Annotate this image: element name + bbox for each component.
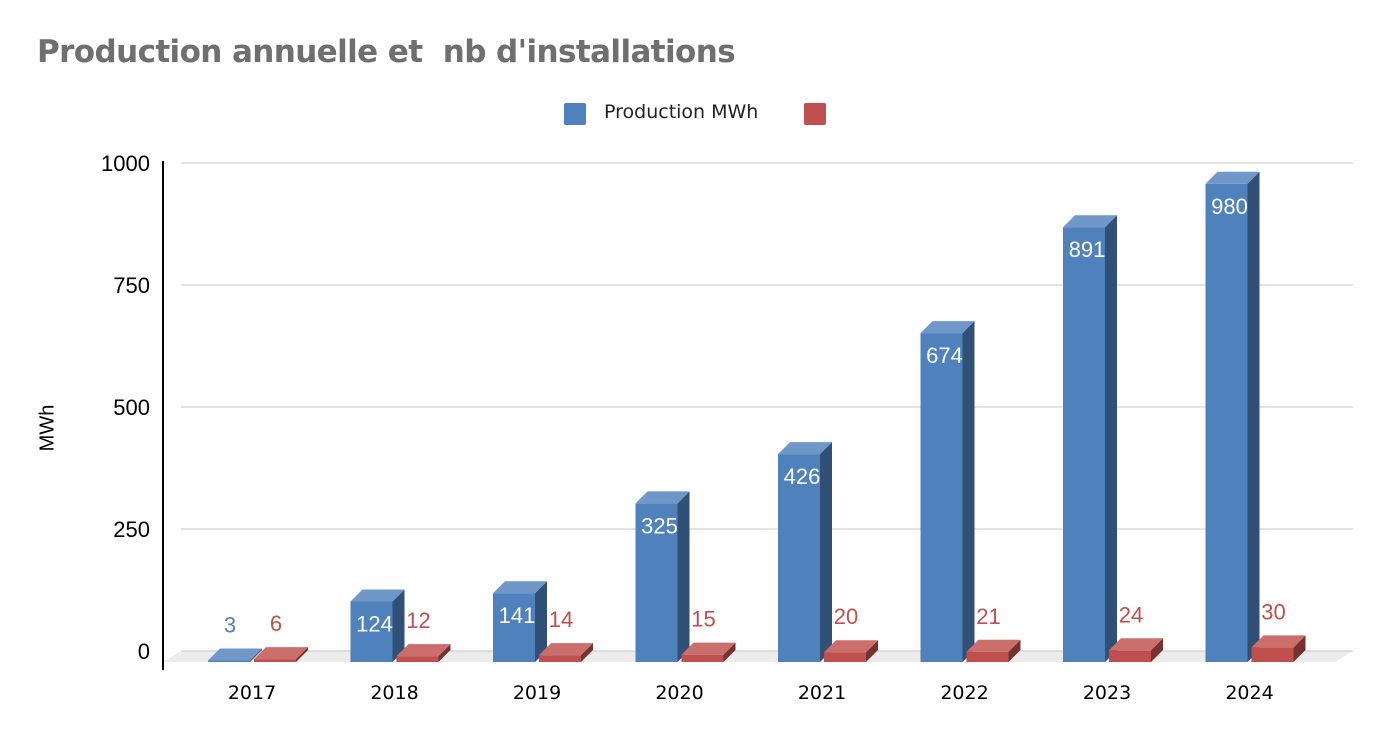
bar-production bbox=[1205, 183, 1248, 662]
data-label-series-2: 21 bbox=[976, 604, 1000, 629]
bar-top bbox=[208, 648, 262, 661]
data-label-series-2: 6 bbox=[270, 611, 282, 636]
bar-production bbox=[778, 454, 820, 662]
bar-production bbox=[920, 333, 963, 662]
bar-side bbox=[962, 321, 975, 662]
bar-top bbox=[350, 589, 405, 602]
y-tick-label: 1000 bbox=[101, 151, 150, 176]
bar-side bbox=[1247, 171, 1260, 662]
bar-production bbox=[350, 601, 393, 662]
bar-top bbox=[778, 442, 832, 455]
bar-side bbox=[250, 648, 262, 662]
bar-side bbox=[677, 491, 690, 662]
bar-side bbox=[535, 581, 547, 662]
data-label-series-2: 20 bbox=[834, 604, 858, 629]
bar-side bbox=[1151, 638, 1163, 662]
x-tick-label: 2019 bbox=[513, 682, 561, 704]
bar-series-2 bbox=[1109, 650, 1151, 662]
data-label-production: 891 bbox=[1069, 237, 1106, 262]
bar-side bbox=[438, 644, 451, 662]
bar-side bbox=[581, 643, 593, 662]
chart-floor bbox=[163, 651, 1353, 662]
bar-series-2 bbox=[254, 659, 296, 662]
bar-side bbox=[866, 640, 878, 662]
bar-series-2 bbox=[539, 655, 581, 662]
bar-side bbox=[820, 442, 832, 662]
bar-side bbox=[296, 647, 308, 662]
bar-side bbox=[392, 589, 405, 662]
x-tick-label: 2024 bbox=[1225, 682, 1273, 704]
bar-series-2 bbox=[396, 656, 439, 662]
bar-production bbox=[1063, 227, 1105, 662]
chart-title: Production annuelle et nb d'installation… bbox=[37, 34, 736, 70]
bar-series-2 bbox=[966, 651, 1009, 662]
bar-series-2 bbox=[824, 652, 866, 662]
y-tick-label: 0 bbox=[138, 639, 150, 664]
bar-side bbox=[723, 642, 736, 662]
bar-top bbox=[1251, 635, 1306, 648]
data-label-production: 141 bbox=[499, 603, 536, 628]
data-label-series-2: 30 bbox=[1261, 599, 1285, 624]
data-label-series-2: 12 bbox=[406, 608, 430, 633]
legend-label-production: Production MWh bbox=[604, 101, 759, 123]
x-tick-label: 2023 bbox=[1083, 682, 1131, 704]
data-label-production: 674 bbox=[926, 343, 963, 368]
bar-top bbox=[681, 642, 736, 655]
bar-side bbox=[1293, 635, 1306, 662]
bar-production bbox=[635, 503, 678, 662]
x-tick-label: 2018 bbox=[370, 682, 418, 704]
bar-production bbox=[493, 593, 535, 662]
bar-series-2 bbox=[1251, 647, 1294, 662]
data-label-series-2: 15 bbox=[691, 607, 715, 632]
bar-top bbox=[539, 643, 593, 656]
bar-side bbox=[1008, 639, 1021, 662]
data-label-production: 124 bbox=[356, 611, 393, 636]
y-tick-label: 750 bbox=[113, 273, 150, 298]
data-label-series-2: 24 bbox=[1119, 602, 1143, 627]
data-label-production: 3 bbox=[224, 613, 236, 638]
data-label-production: 325 bbox=[641, 513, 678, 538]
bar-top bbox=[635, 491, 690, 504]
y-tick-label: 500 bbox=[113, 395, 150, 420]
bar-top bbox=[920, 321, 975, 334]
bar-top bbox=[1205, 171, 1260, 184]
bar-top bbox=[396, 644, 451, 657]
legend-swatch-production bbox=[564, 103, 586, 125]
bar-production bbox=[208, 660, 250, 662]
bar-side bbox=[1105, 215, 1117, 662]
bar-top bbox=[824, 640, 878, 653]
bar-series-2 bbox=[681, 654, 724, 662]
data-label-production: 980 bbox=[1211, 194, 1248, 219]
data-label-series-2: 14 bbox=[549, 607, 573, 632]
legend-swatch-series-2 bbox=[804, 103, 826, 125]
bar-top bbox=[1109, 638, 1163, 651]
bar-top bbox=[254, 647, 308, 660]
x-tick-label: 2020 bbox=[655, 682, 703, 704]
bar-top bbox=[1063, 215, 1117, 228]
data-label-production: 426 bbox=[784, 464, 821, 489]
x-tick-label: 2022 bbox=[940, 682, 988, 704]
x-tick-label: 2021 bbox=[798, 682, 846, 704]
y-tick-label: 250 bbox=[113, 517, 150, 542]
bar-top bbox=[493, 581, 547, 594]
bar-top bbox=[966, 639, 1021, 652]
x-tick-label: 2017 bbox=[228, 682, 276, 704]
